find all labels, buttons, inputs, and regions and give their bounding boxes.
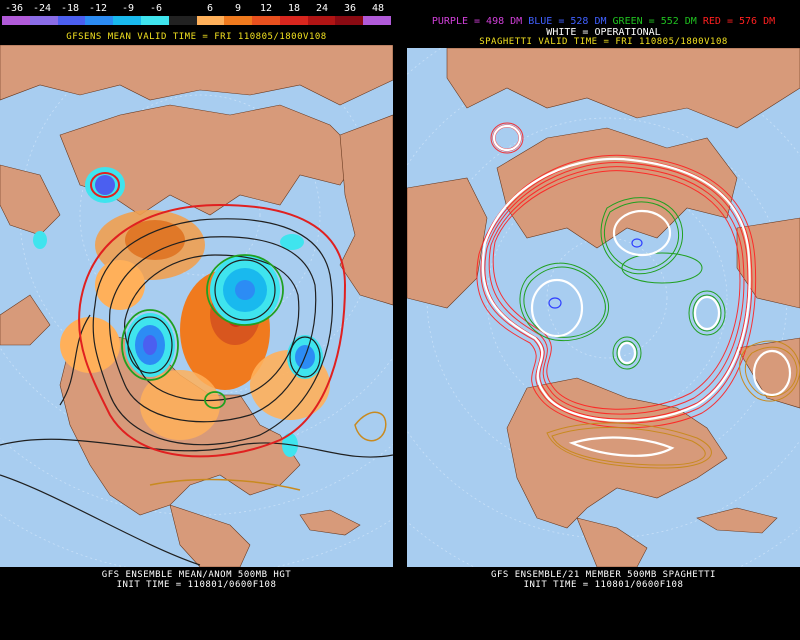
colorbar-label: -18 <box>60 3 80 14</box>
legend-red: RED = 576 DM <box>702 16 776 27</box>
colorbar-cell <box>113 16 142 25</box>
colorbar-label: 36 <box>343 3 357 14</box>
colorbar-label: -36 <box>4 3 24 14</box>
colorbar-cell <box>168 16 197 25</box>
red-contour <box>78 172 347 458</box>
colorbar-cell <box>57 16 86 25</box>
tan-contour <box>149 411 387 491</box>
colorbar-label: 9 <box>234 3 242 14</box>
colorbar-label: 6 <box>206 3 214 14</box>
left-header: GFSENS MEAN VALID TIME = FRI 110805/1800… <box>66 32 327 42</box>
colorbar-cell <box>224 16 253 25</box>
colorbar-cell <box>140 16 169 25</box>
colorbar-labels: -36 -24 -18 -12 -9 -6 6 9 12 18 24 36 48 <box>4 3 390 15</box>
colorbar-label: 24 <box>315 3 329 14</box>
operational-legend: WHITE = OPERATIONAL <box>546 27 661 38</box>
colorbar-label: -12 <box>88 3 108 14</box>
colorbar-cell <box>252 16 281 25</box>
left-footer-line2: INIT TIME = 110801/0600F108 <box>116 580 277 590</box>
colorbar-cell <box>307 16 336 25</box>
left-footer-line1: GFS ENSEMBLE MEAN/ANOM 500MB HGT <box>101 570 292 580</box>
height-contours <box>0 218 393 566</box>
colorbar-cell <box>363 16 392 25</box>
blue-spaghetti <box>548 238 643 309</box>
tan-spaghetti <box>546 340 800 469</box>
left-panel: -36 -24 -18 -12 -9 -6 6 9 12 18 24 36 48… <box>0 0 393 640</box>
operational-contours <box>481 124 792 457</box>
green-spaghetti <box>519 197 726 370</box>
colorbar-cell <box>196 16 225 25</box>
right-panel: PURPLE = 498 DM BLUE = 528 DM GREEN = 55… <box>407 0 800 640</box>
legend-purple: PURPLE = 498 DM <box>431 16 523 27</box>
colorbar-label: 12 <box>259 3 273 14</box>
legend-green: GREEN = 552 DM <box>612 16 697 27</box>
left-map <box>0 45 393 567</box>
right-footer-line2: INIT TIME = 110801/0600F108 <box>523 580 684 590</box>
colorbar-cell <box>85 16 114 25</box>
colorbar-label: 18 <box>287 3 301 14</box>
colorbar-cell <box>2 16 30 25</box>
colorbar <box>2 16 392 25</box>
colorbar-cell <box>29 16 58 25</box>
colorbar-label: 48 <box>371 3 385 14</box>
anomaly-map <box>0 45 393 567</box>
colorbar-label: -9 <box>121 3 135 14</box>
colorbar-label: -6 <box>149 3 163 14</box>
legend-blue: BLUE = 528 DM <box>528 16 607 27</box>
right-footer-line1: GFS ENSEMBLE/21 MEMBER 500MB SPAGHETTI <box>491 570 716 580</box>
colorbar-cell <box>335 16 364 25</box>
colorbar-label: -24 <box>32 3 52 14</box>
anomaly-shading <box>33 167 330 457</box>
green-contour <box>121 254 284 409</box>
right-map <box>407 48 800 567</box>
right-header: SPAGHETTI VALID TIME = FRI 110805/1800V1… <box>479 37 728 47</box>
contour-legend: PURPLE = 498 DM BLUE = 528 DM GREEN = 55… <box>407 16 800 27</box>
spaghetti-map <box>407 48 800 567</box>
colorbar-cell <box>279 16 308 25</box>
